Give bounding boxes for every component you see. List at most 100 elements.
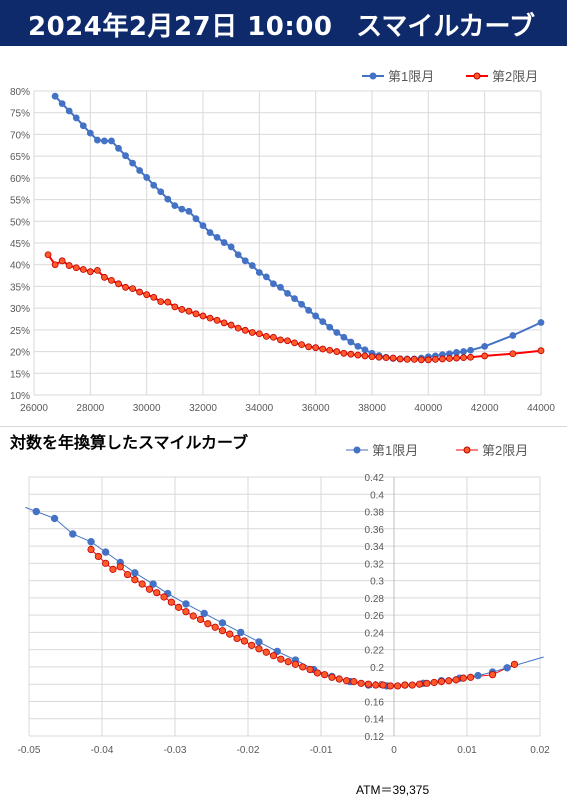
x-tick-label: 28000 (76, 403, 104, 414)
y-tick-label: 0.36 (365, 525, 385, 536)
data-point-series1 (298, 300, 305, 308)
x-tick-label: 36000 (302, 403, 330, 414)
legend-marker-2 (473, 72, 481, 80)
data-point-series2 (467, 673, 475, 681)
data-point-series2 (291, 660, 300, 668)
data-point-series2 (234, 324, 242, 332)
data-point-series2 (233, 634, 241, 643)
data-point-series2 (291, 339, 298, 347)
smile-curve-svg: 10% 15% 20% 25% 30% 35% 40% 45% 50% 55% 60% 65% 70% 7… (10, 69, 555, 414)
data-point-series2 (431, 355, 439, 363)
y-tick-label: 0.2 (370, 663, 384, 674)
y-tick-label: 0.32 (365, 559, 385, 570)
legend-label-2: 第2限月 (492, 69, 538, 84)
data-point-series2 (240, 637, 248, 645)
data-point-series2 (196, 615, 205, 624)
data-point-series1 (131, 569, 139, 577)
data-point-series2 (206, 314, 214, 322)
series-line-2 (47, 254, 542, 361)
data-point-series2 (255, 645, 263, 653)
data-point-series2 (340, 349, 348, 357)
data-point-series2 (192, 310, 200, 318)
series-line-1 (25, 506, 544, 687)
data-point-series2 (164, 298, 172, 306)
data-point-series2 (439, 355, 446, 363)
y-tick-label: 50% (10, 217, 30, 228)
log-annualized-svg: -0.05 -0.04 -0.03 -0.02 -0.01 0 0.01 0.02 0.12 0.… (18, 443, 551, 756)
data-point-series2 (284, 658, 292, 666)
data-point-series2 (354, 351, 362, 359)
x-tick-label: -0.03 (164, 745, 187, 756)
y-tick-label: 20% (10, 348, 30, 359)
smile-curve-chart: 10% 15% 20% 25% 30% 35% 40% 45% 50% 55% 60% 65% 70% 7… (0, 46, 567, 427)
data-point-series2 (357, 679, 365, 687)
data-point-series2 (115, 280, 122, 288)
y-tick-label: 0.4 (370, 490, 384, 501)
data-point-series1 (270, 280, 277, 288)
data-point-series2 (379, 681, 387, 689)
y-tick-label: 0.34 (365, 542, 385, 553)
data-point-series1 (354, 342, 362, 350)
data-point-series2 (394, 682, 402, 690)
data-point-series2 (342, 677, 351, 685)
data-point-series2 (509, 350, 517, 358)
data-point-series1 (347, 338, 355, 346)
data-point-series2 (182, 608, 190, 616)
data-point-series1 (51, 92, 59, 100)
data-point-series2 (262, 332, 270, 340)
data-point-series2 (488, 671, 497, 679)
data-point-series2 (277, 655, 285, 663)
data-point-series1 (150, 181, 158, 189)
data-point-series2 (226, 630, 234, 638)
data-point-series2 (364, 680, 373, 688)
y-tick-label: 75% (10, 109, 30, 120)
data-point-series1 (319, 318, 327, 326)
data-point-series2 (446, 355, 453, 362)
data-point-series2 (401, 681, 409, 689)
data-point-series2 (459, 674, 467, 682)
log-annualized-chart: 対数を年換算したスマイルカーブ -0.05 -0.04 -0.03 -0.02 -0.0… (0, 427, 567, 804)
data-point-series2 (102, 559, 110, 567)
data-point-series2 (122, 283, 129, 291)
data-point-series1 (206, 229, 214, 236)
chart2-title: 対数を年換算したスマイルカーブ (10, 433, 249, 452)
data-point-series2 (269, 652, 278, 660)
data-point-series2 (452, 676, 460, 684)
data-point-series1 (537, 319, 545, 326)
data-point-series2 (410, 355, 418, 363)
x-tick-label: 26000 (20, 403, 48, 414)
data-point-series1 (101, 137, 108, 145)
data-point-series2 (185, 307, 193, 315)
data-point-series2 (153, 589, 161, 597)
header-bar: 2024年2月27日 10:00 スマイルカーブ (0, 0, 567, 46)
data-point-series2 (101, 273, 108, 281)
data-point-series2 (453, 354, 460, 362)
data-point-series2 (333, 348, 341, 355)
data-point-series2 (189, 612, 197, 620)
data-point-series1 (218, 619, 227, 627)
data-point-series2 (116, 563, 124, 571)
y-tick-label: 0.12 (365, 732, 385, 743)
data-point-series2 (218, 627, 227, 635)
data-point-series2 (417, 356, 425, 364)
data-point-series2 (305, 343, 313, 351)
data-point-series2 (460, 354, 467, 362)
data-point-series1 (284, 289, 291, 297)
data-point-series2 (298, 341, 305, 349)
y-tick-label: 0.42 (365, 473, 385, 484)
data-point-series1 (157, 188, 165, 196)
data-point-series1 (509, 332, 517, 339)
data-point-series2 (58, 257, 66, 265)
data-point-series2 (321, 671, 329, 679)
data-point-series1 (136, 167, 144, 174)
data-point-series1 (86, 129, 94, 137)
y-tick-label: 40% (10, 261, 30, 272)
data-point-series2 (335, 675, 343, 683)
data-point-series1 (312, 312, 320, 320)
legend-marker-1 (353, 446, 361, 454)
legend-marker-1 (369, 72, 377, 80)
data-point-series1 (255, 638, 263, 646)
legend-label-1: 第1限月 (388, 69, 434, 84)
data-point-series1 (185, 207, 193, 215)
data-point-series1 (237, 628, 245, 637)
